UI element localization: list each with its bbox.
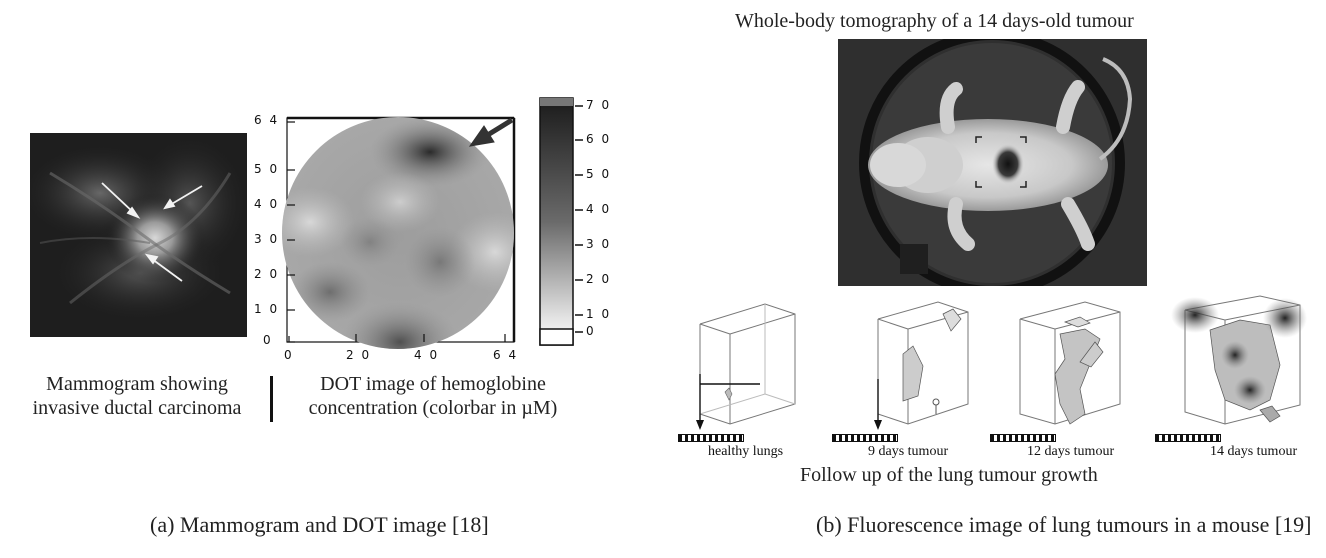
mammogram-image — [20, 133, 250, 337]
stage-label-healthy: healthy lungs — [708, 444, 784, 459]
dot-y-tick-40: 4 0 — [254, 197, 280, 211]
colorbar-ticks — [575, 97, 615, 347]
dot-arrow — [468, 117, 514, 147]
scale-bar-3 — [990, 434, 1056, 442]
subcaption-a: (a) Mammogram and DOT image [18] — [150, 512, 489, 537]
dot-y-tick-0: 0 — [263, 333, 273, 347]
dot-x-tick-40: 4 0 — [414, 348, 440, 362]
dot-caption-line2: concentration (colorbar in µM) — [308, 397, 558, 419]
colorbar-tick-70: 7 0 — [586, 98, 612, 112]
stage-label-12days: 12 days tumour — [1027, 444, 1115, 459]
dot-y-tick-64: 6 4 — [254, 113, 280, 127]
colorbar-tick-40: 4 0 — [586, 202, 612, 216]
dot-y-tick-30: 3 0 — [254, 232, 280, 246]
colorbar-tick-30: 3 0 — [586, 237, 612, 251]
lung-box-12days — [1000, 294, 1130, 434]
lung-box-9days — [858, 294, 978, 434]
dot-x-tick-20: 2 0 — [346, 348, 372, 362]
colorbar-tick-60: 6 0 — [586, 132, 612, 146]
colorbar-tick-20: 2 0 — [586, 272, 612, 286]
scale-bar-4 — [1155, 434, 1221, 442]
colorbar-tick-10: 1 0 — [586, 307, 612, 321]
mammogram-caption: Mammogram showing invasive ductal carcin… — [2, 372, 272, 420]
stage-label-9days: 9 days tumour — [868, 444, 949, 459]
followup-caption: Follow up of the lung tumour growth — [800, 464, 1098, 486]
dot-y-tick-50: 5 0 — [254, 162, 280, 176]
scale-bar-1 — [678, 434, 744, 442]
subcaption-b: (b) Fluorescence image of lung tumours i… — [816, 512, 1312, 537]
whole-body-title: Whole-body tomography of a 14 days-old t… — [735, 10, 1134, 32]
mammogram-caption-line2: invasive ductal carcinoma — [32, 397, 242, 419]
colorbar — [539, 97, 575, 347]
mammogram-caption-line1: Mammogram showing — [46, 373, 228, 395]
dot-x-tick-64: 6 4 — [493, 348, 519, 362]
dot-x-tick-0: 0 — [284, 348, 294, 362]
lung-box-14days — [1160, 290, 1310, 434]
stage-label-14days: 14 days tumour — [1210, 444, 1298, 459]
dot-caption: DOT image of hemoglobine concentration (… — [272, 372, 594, 420]
dot-caption-line1: DOT image of hemoglobine — [320, 373, 546, 395]
caption-divider — [270, 376, 273, 422]
mouse-tomography-image — [838, 30, 1147, 296]
lung-box-healthy — [680, 294, 820, 434]
colorbar-tick-50: 5 0 — [586, 167, 612, 181]
dot-y-tick-20: 2 0 — [254, 267, 280, 281]
scale-bar-2 — [832, 434, 898, 442]
dot-image-plot — [250, 112, 520, 362]
dot-y-tick-10: 1 0 — [254, 302, 280, 316]
colorbar-tick-0: 0 — [586, 324, 596, 338]
